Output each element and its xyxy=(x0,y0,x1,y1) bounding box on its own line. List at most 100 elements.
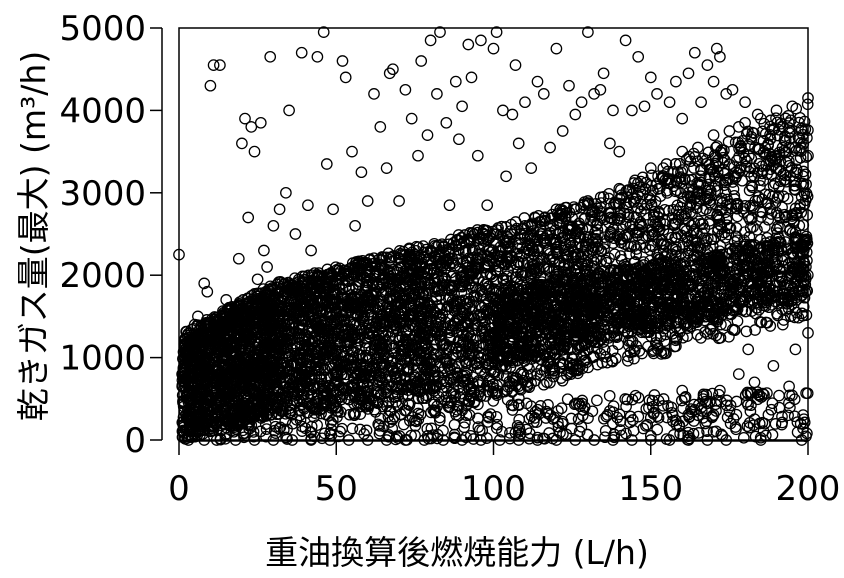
data-point xyxy=(772,209,785,222)
data-point xyxy=(431,327,444,340)
data-point xyxy=(544,233,556,246)
data-point xyxy=(402,346,414,358)
data-point xyxy=(377,272,390,285)
data-point xyxy=(356,352,369,365)
data-point xyxy=(777,168,790,180)
data-point xyxy=(396,390,409,402)
data-point xyxy=(301,325,314,338)
data-point xyxy=(477,239,490,252)
data-point xyxy=(268,370,281,382)
data-point xyxy=(779,173,791,186)
data-point xyxy=(461,275,473,287)
data-point xyxy=(794,202,806,215)
data-point xyxy=(379,383,392,396)
data-point xyxy=(481,268,493,281)
data-point xyxy=(317,354,330,366)
data-point xyxy=(315,368,327,380)
data-point xyxy=(387,318,400,331)
data-point xyxy=(386,361,399,374)
data-point xyxy=(198,368,210,380)
data-point xyxy=(300,365,313,378)
data-point xyxy=(614,206,626,219)
data-point xyxy=(376,251,388,263)
data-point xyxy=(494,245,507,258)
data-point xyxy=(268,322,281,335)
data-point xyxy=(335,345,348,358)
data-point xyxy=(578,213,590,225)
data-point xyxy=(497,234,510,247)
data-point xyxy=(377,309,389,321)
data-point xyxy=(556,205,569,218)
data-point xyxy=(345,379,357,392)
data-point xyxy=(198,395,211,408)
data-point xyxy=(274,276,287,288)
data-point xyxy=(510,258,523,271)
data-point xyxy=(538,215,550,227)
data-point xyxy=(222,386,235,398)
data-point xyxy=(277,342,290,354)
data-point xyxy=(476,301,489,314)
data-point xyxy=(688,162,700,174)
data-point xyxy=(531,254,544,267)
data-point xyxy=(391,300,404,312)
data-point xyxy=(297,380,310,393)
data-point xyxy=(539,234,551,247)
data-point xyxy=(296,352,308,364)
data-point xyxy=(435,328,447,340)
data-point xyxy=(464,227,476,239)
data-point xyxy=(338,313,351,325)
data-point xyxy=(321,389,334,401)
data-point xyxy=(268,283,281,296)
data-point xyxy=(358,293,371,306)
data-point xyxy=(395,272,407,284)
data-point xyxy=(452,243,465,256)
data-point xyxy=(519,269,532,282)
data-point xyxy=(269,361,281,374)
data-point xyxy=(408,338,420,351)
data-point xyxy=(430,307,443,320)
data-point xyxy=(389,308,402,320)
data-point xyxy=(323,339,336,352)
data-point xyxy=(222,372,235,385)
data-point xyxy=(556,374,569,387)
data-point xyxy=(383,308,396,320)
data-point xyxy=(412,241,425,254)
data-point xyxy=(483,231,496,244)
data-point xyxy=(311,270,324,282)
data-point xyxy=(492,368,505,381)
data-point xyxy=(285,327,298,340)
data-point xyxy=(249,303,262,316)
data-point xyxy=(436,309,449,322)
data-point xyxy=(669,158,682,170)
data-point xyxy=(513,250,526,263)
data-point xyxy=(258,385,271,397)
data-point xyxy=(489,387,502,400)
data-point xyxy=(230,310,243,322)
data-point xyxy=(237,294,250,306)
data-point xyxy=(437,374,450,387)
data-point xyxy=(301,278,314,291)
data-point xyxy=(425,278,437,291)
data-point xyxy=(444,332,457,345)
data-point xyxy=(459,374,471,386)
data-point xyxy=(397,301,410,314)
data-point xyxy=(284,282,297,294)
data-point xyxy=(361,326,373,339)
data-point xyxy=(185,336,198,348)
data-point xyxy=(495,220,508,233)
data-point xyxy=(268,297,281,310)
data-point xyxy=(563,367,576,379)
data-point xyxy=(427,309,440,322)
data-point xyxy=(402,364,415,377)
data-point xyxy=(541,376,553,389)
data-point xyxy=(445,324,458,337)
data-point xyxy=(251,313,264,325)
data-point xyxy=(444,373,456,386)
data-point xyxy=(428,281,441,294)
data-point xyxy=(694,170,707,183)
data-point xyxy=(428,237,441,250)
data-point xyxy=(407,265,419,278)
data-point xyxy=(356,255,369,267)
data-point xyxy=(284,373,296,385)
data-point xyxy=(453,313,466,326)
